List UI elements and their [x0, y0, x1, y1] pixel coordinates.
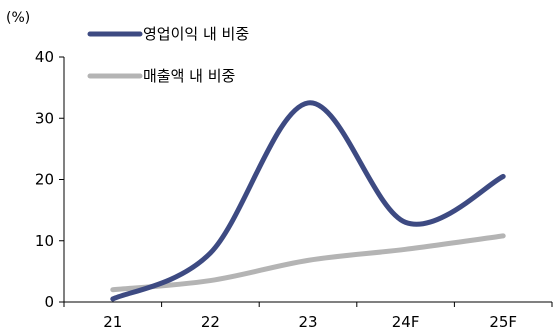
y-tick-label: 30: [35, 109, 54, 127]
y-axis-ticks: 0 10 20 30 40: [35, 48, 64, 311]
series-line-1: [110, 100, 506, 302]
y-tick-label: 20: [35, 171, 54, 189]
x-tick-label: 22: [201, 313, 220, 331]
series-line-2: [110, 233, 506, 293]
axes: [63, 57, 552, 303]
y-tick-label: 40: [35, 48, 54, 66]
x-tick-label: 23: [298, 313, 317, 331]
x-axis-ticks: 21 22 23 24F 25F: [63, 302, 553, 331]
y-tick-label: 0: [44, 293, 54, 311]
x-tick-label: 21: [103, 313, 122, 331]
x-tick-label: 24F: [392, 313, 420, 331]
y-axis-unit-label: (%): [6, 10, 30, 26]
legend-label-2: 매출액 내 비중: [143, 67, 235, 85]
series-lines: [110, 100, 506, 302]
x-tick-label: 25F: [489, 313, 517, 331]
y-tick-label: 10: [35, 232, 54, 250]
legend-label-1: 영업이익 내 비중: [143, 25, 249, 43]
